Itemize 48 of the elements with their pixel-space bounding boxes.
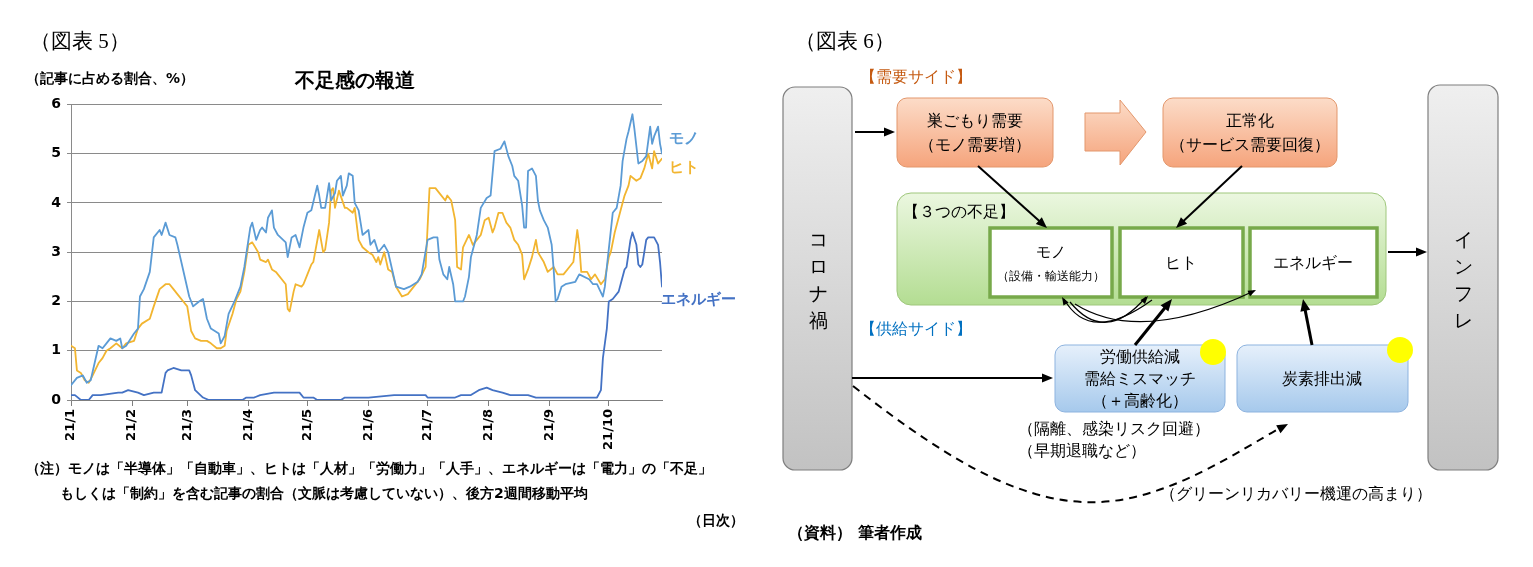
- text: （資料） 筆者作成: [788, 523, 922, 544]
- x-axis-title: （日次）: [688, 512, 744, 530]
- text: 【３つの不足】: [903, 202, 1015, 223]
- x-tick-label: 21/1: [62, 409, 78, 441]
- x-tick-label: 21/9: [541, 409, 557, 441]
- text: 【需要サイド】: [860, 67, 972, 88]
- y-tick-label: 5: [51, 144, 61, 161]
- text: インフレ: [1453, 227, 1473, 333]
- text: 労働供給減: [1100, 346, 1180, 368]
- x-tick-label: 21/4: [239, 409, 255, 441]
- series-label: モノ: [669, 128, 699, 147]
- text: （モノ需要増）: [919, 134, 1031, 156]
- text: （設備・輸送能力）: [997, 267, 1105, 285]
- text: 炭素排出減: [1282, 368, 1362, 390]
- text: モノ: [1036, 242, 1066, 262]
- text: ヒト: [1165, 252, 1197, 274]
- text: （早期退職など）: [1018, 441, 1146, 462]
- y-tick-label: 4: [51, 193, 62, 210]
- series-label: エネルギー: [661, 289, 736, 308]
- text: 巣ごもり需要: [927, 110, 1023, 132]
- text: （図表 5）: [30, 28, 130, 55]
- text: （グリーンリカバリー機運の高まり）: [1160, 484, 1432, 505]
- text: エネルギー: [1273, 252, 1353, 274]
- x-tick-label: 21/2: [123, 409, 139, 441]
- x-tick-label: 21/3: [178, 409, 194, 441]
- y-tick-label: 1: [51, 341, 61, 358]
- text: コロナ禍: [808, 227, 828, 333]
- x-tick-label: 21/8: [480, 409, 496, 441]
- text: 【供給サイド】: [860, 319, 972, 340]
- x-tick-label: 21/10: [600, 409, 616, 450]
- x-tick-label: 21/6: [359, 409, 375, 441]
- text: 正常化: [1226, 110, 1274, 132]
- y-tick-label: 0: [51, 390, 62, 407]
- text: （注）モノは「半導体」「自動車」、ヒトは「人材」「労働力」「人手」、エネルギーは「電力」の「不足」: [26, 460, 712, 478]
- text: （＋高齢化）: [1092, 390, 1188, 412]
- text: （隔離、感染リスク回避）: [1018, 419, 1210, 440]
- text: （サービス需要回復）: [1170, 134, 1330, 156]
- text: 需給ミスマッチ: [1084, 368, 1196, 390]
- y-tick-label: 3: [51, 242, 61, 259]
- x-tick-label: 21/7: [418, 409, 434, 441]
- x-tick-label: 21/5: [298, 409, 314, 441]
- y-tick-label: 6: [51, 95, 61, 112]
- series-label: ヒト: [669, 158, 699, 177]
- text: （図表 6）: [795, 28, 895, 55]
- text: もしくは「制約」を含む記事の割合（文脈は考慮していない）、後方2週間移動平均: [60, 485, 588, 503]
- chart-title: 不足感の報道: [295, 66, 415, 94]
- y-tick-label: 2: [51, 292, 61, 309]
- y-axis-title: （記事に占める割合、%）: [26, 70, 195, 88]
